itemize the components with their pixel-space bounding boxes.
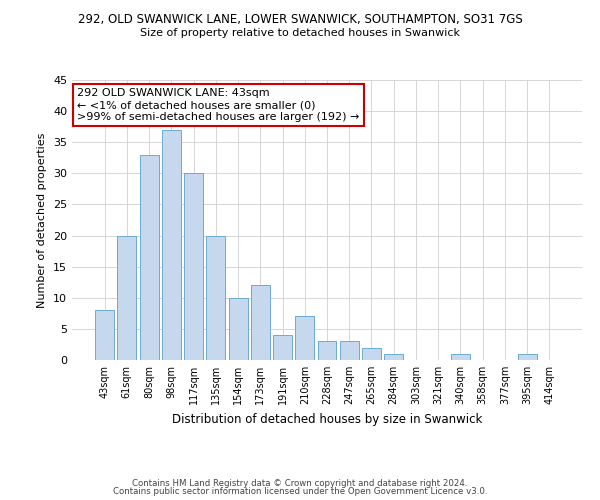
Bar bbox=[362, 348, 381, 360]
Bar bbox=[273, 335, 292, 360]
X-axis label: Distribution of detached houses by size in Swanwick: Distribution of detached houses by size … bbox=[172, 412, 482, 426]
Bar bbox=[251, 286, 270, 360]
Bar bbox=[184, 174, 203, 360]
Bar bbox=[140, 154, 158, 360]
Text: Contains HM Land Registry data © Crown copyright and database right 2024.: Contains HM Land Registry data © Crown c… bbox=[132, 478, 468, 488]
Bar bbox=[340, 342, 359, 360]
Bar bbox=[451, 354, 470, 360]
Bar bbox=[95, 310, 114, 360]
Y-axis label: Number of detached properties: Number of detached properties bbox=[37, 132, 47, 308]
Bar bbox=[518, 354, 536, 360]
Bar bbox=[229, 298, 248, 360]
Bar bbox=[295, 316, 314, 360]
Text: 292, OLD SWANWICK LANE, LOWER SWANWICK, SOUTHAMPTON, SO31 7GS: 292, OLD SWANWICK LANE, LOWER SWANWICK, … bbox=[77, 12, 523, 26]
Bar bbox=[162, 130, 181, 360]
Text: Size of property relative to detached houses in Swanwick: Size of property relative to detached ho… bbox=[140, 28, 460, 38]
Bar bbox=[206, 236, 225, 360]
Text: Contains public sector information licensed under the Open Government Licence v3: Contains public sector information licen… bbox=[113, 487, 487, 496]
Text: 292 OLD SWANWICK LANE: 43sqm
← <1% of detached houses are smaller (0)
>99% of se: 292 OLD SWANWICK LANE: 43sqm ← <1% of de… bbox=[77, 88, 359, 122]
Bar bbox=[317, 342, 337, 360]
Bar bbox=[118, 236, 136, 360]
Bar bbox=[384, 354, 403, 360]
